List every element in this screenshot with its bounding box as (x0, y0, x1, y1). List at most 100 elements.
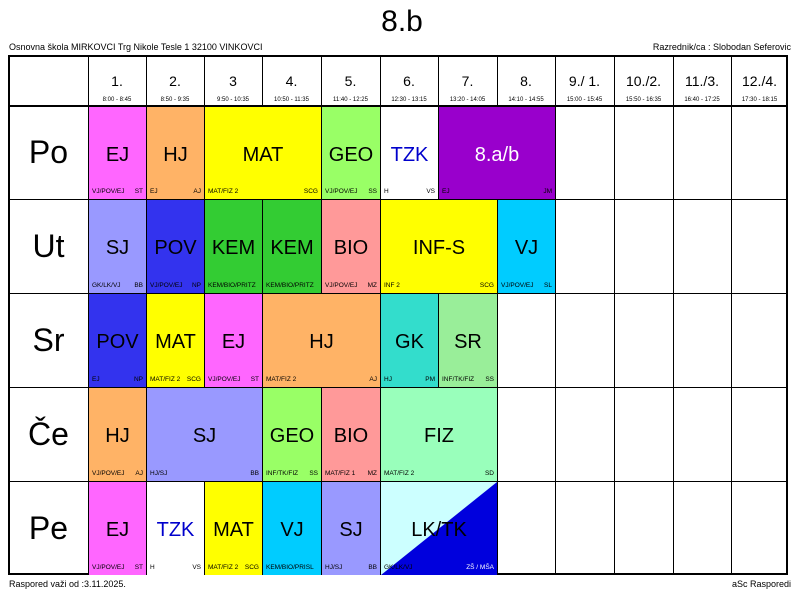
period-header-3: 3 9:50 - 10:35 (204, 57, 262, 105)
lesson-group: MAT/FIZ 1 (325, 470, 356, 477)
class-title: 8.b (381, 5, 423, 38)
period-number: 9./ 1. (568, 73, 601, 89)
lesson-cell[interactable]: INF-S INF 2 SCG (381, 200, 497, 293)
lesson-cell[interactable]: GEO VJ/POV/EJ SS (322, 107, 380, 199)
lesson-cell[interactable]: EJ VJ/POV/EJ ST (89, 107, 146, 199)
lesson-cell[interactable]: KEM KEM/BIO/PRITZ (205, 200, 262, 293)
period-time: 11:40 - 12:25 (333, 97, 368, 103)
lesson-cell[interactable]: TZK H VS (381, 107, 438, 199)
lesson-teacher: BB (368, 564, 377, 571)
lesson-group: MAT/FIZ 2 (208, 188, 239, 195)
software-credit: aSc Rasporedi (731, 579, 791, 589)
grid-row-line (9, 199, 787, 200)
lesson-cell[interactable]: KEM KEM/BIO/PRITZ (263, 200, 321, 293)
grid-row-line (9, 293, 787, 294)
lesson-group: KEM/BIO/PRITZ (208, 282, 256, 289)
grid-col-line (262, 56, 263, 574)
lesson-teacher: NP (191, 282, 201, 289)
lesson-subject: GEO (328, 144, 374, 166)
period-time: 8:00 - 8:45 (102, 97, 132, 103)
lesson-cell[interactable]: BIO MAT/FIZ 1 MZ (322, 388, 380, 481)
lesson-cell[interactable]: SR INF/TK/FIZ SS (439, 294, 497, 387)
lesson-subject: EJ (105, 519, 130, 541)
period-time: 16:40 - 17:25 (684, 97, 720, 103)
lesson-cell[interactable]: SJ HJ/SJ BB (147, 388, 262, 481)
lesson-cell[interactable]: TZK H VS (147, 482, 204, 575)
lesson-subject: MAT (155, 331, 196, 353)
lesson-cell[interactable]: SJ HJ/SJ BB (322, 482, 380, 575)
lesson-group: INF/TK/FIZ (266, 470, 299, 477)
lesson-subject: VJ (514, 237, 539, 259)
lesson-subject: EJ (221, 331, 246, 353)
school-info: Osnovna škola MIRKOVCI Trg Nikole Tesle … (9, 42, 263, 52)
lesson-group: VJ/POV/EJ (325, 282, 358, 289)
lesson-teacher: VS (192, 564, 201, 571)
period-number: 1. (111, 73, 123, 89)
lesson-cell[interactable]: VJ KEM/BIO/PRISL (263, 482, 321, 575)
lesson-cell[interactable]: HJ VJ/POV/EJ AJ (89, 388, 146, 481)
lesson-group: INF/TK/FIZ (442, 376, 475, 383)
lesson-cell[interactable]: GEO INF/TK/FIZ SS (263, 388, 321, 481)
lesson-cell[interactable]: POV VJ/POV/EJ NP (147, 200, 204, 293)
lesson-cell[interactable]: MAT MAT/FIZ 2 SCG (205, 482, 262, 575)
lesson-teacher: VS (426, 188, 435, 195)
lesson-group: VJ/POV/EJ (501, 282, 534, 289)
lesson-cell[interactable]: HJ MAT/FIZ 2 AJ (263, 294, 380, 387)
lesson-group: MAT/FIZ 2 (266, 376, 297, 383)
lesson-group: HJ (384, 376, 392, 383)
lesson-teacher: NP (133, 376, 143, 383)
period-number: 5. (344, 73, 357, 89)
period-time: 15:50 - 16:35 (625, 97, 662, 103)
lesson-subject: FIZ (424, 425, 454, 447)
lesson-subject: POV (96, 331, 139, 353)
period-time: 15:00 - 15:45 (566, 97, 603, 103)
period-number: 12./4. (741, 73, 778, 89)
period-number: 11./3. (685, 73, 719, 89)
class-teacher: Razrednik/ca : Slobodan Seferovic (652, 42, 791, 52)
grid-col-line (88, 56, 89, 574)
grid-col-line (555, 56, 556, 574)
grid-col-line (614, 56, 615, 574)
lesson-teacher: ST (134, 564, 143, 571)
lesson-subject: SJ (105, 237, 130, 259)
lesson-group: KEM/BIO/PRITZ (266, 282, 314, 289)
lesson-cell[interactable]: SJ GK/LK/VJ BB (89, 200, 146, 293)
lesson-subject: MAT (242, 144, 284, 166)
lesson-cell[interactable]: FIZ MAT/FIZ 2 SD (381, 388, 497, 481)
lesson-subject: SR (454, 331, 482, 353)
period-number: 2. (169, 73, 181, 89)
lesson-group: VJ/POV/EJ (150, 282, 183, 289)
lesson-group: MAT/FIZ 2 (384, 470, 415, 477)
lesson-teacher: ZŠ / MŠA (466, 564, 494, 571)
lesson-subject: MAT (213, 519, 254, 541)
lesson-cell[interactable]: HJ EJ AJ (147, 107, 204, 199)
period-number: 8. (520, 73, 532, 89)
lesson-teacher: SS (485, 376, 494, 383)
lesson-cell[interactable]: LK/TK GK/LK/VJ ZŠ / MŠA (381, 482, 497, 575)
lesson-teacher: BB (250, 470, 259, 477)
lesson-cell[interactable]: 8.a/b EJ JM (439, 107, 555, 199)
lesson-cell[interactable]: BIO VJ/POV/EJ MZ (322, 200, 380, 293)
split-cell-triangle (381, 482, 497, 575)
lesson-cell[interactable]: GK HJ PM (381, 294, 438, 387)
lesson-teacher: PM (425, 376, 435, 383)
grid-row-line (9, 105, 787, 107)
lesson-cell[interactable]: EJ VJ/POV/EJ ST (89, 482, 146, 575)
lesson-subject: VJ (280, 519, 304, 541)
lesson-cell[interactable]: MAT MAT/FIZ 2 SCG (205, 107, 321, 199)
lesson-subject: GEO (269, 425, 315, 447)
period-number: 3 (229, 73, 237, 89)
lesson-subject: HJ (309, 331, 334, 353)
period-time: 17:30 - 18:15 (741, 97, 778, 103)
lesson-cell[interactable]: MAT MAT/FIZ 2 SCG (147, 294, 204, 387)
lesson-cell[interactable]: POV EJ NP (89, 294, 146, 387)
lesson-subject: BIO (333, 425, 369, 447)
period-header-8: 8. 14:10 - 14:55 (497, 57, 555, 105)
lesson-cell[interactable]: EJ VJ/POV/EJ ST (205, 294, 262, 387)
grid-row-line (9, 481, 787, 482)
day-label: Sr (32, 322, 65, 358)
lesson-cell[interactable]: VJ VJ/POV/EJ SL (498, 200, 555, 293)
period-header-6: 6. 12:30 - 13:15 (380, 57, 438, 105)
lesson-subject: 8.a/b (474, 144, 520, 166)
lesson-group: VJ/POV/EJ (208, 376, 241, 383)
